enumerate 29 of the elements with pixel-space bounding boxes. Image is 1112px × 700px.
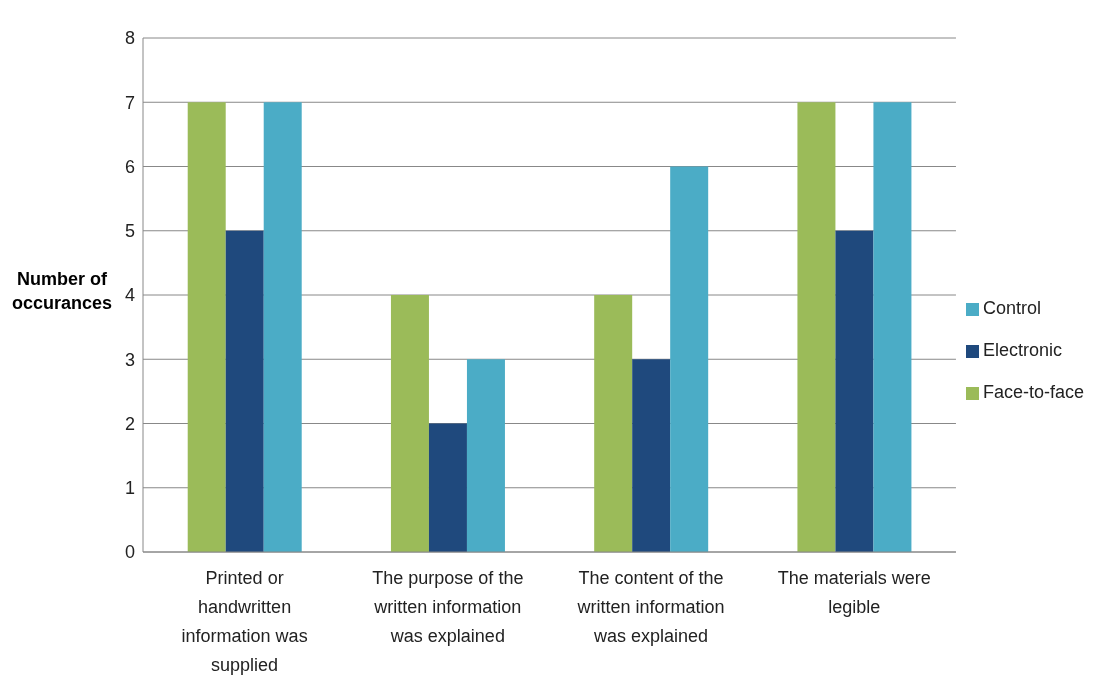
bar [797, 102, 836, 552]
legend-label: Electronic [982, 340, 1062, 360]
bar [632, 359, 671, 552]
bar [594, 295, 633, 552]
x-tick-label: The purpose of the written information was explained [372, 568, 524, 646]
y-tick-label: 6 [124, 156, 135, 177]
y-tick-label: 7 [124, 92, 135, 113]
y-tick-label: 4 [124, 285, 135, 306]
x-tick-label: The content of the written information was explained [576, 568, 725, 646]
y-tick-label: 0 [124, 542, 135, 563]
legend-label: Control [982, 298, 1041, 318]
bar [873, 102, 912, 552]
y-tick-label: 2 [124, 413, 135, 434]
bar [835, 230, 874, 552]
y-tick-label: 1 [124, 478, 135, 499]
bar [187, 102, 226, 552]
y-tick-label: 8 [124, 28, 135, 49]
legend-label: Face-to-face [982, 382, 1084, 402]
y-tick-label: 3 [124, 349, 135, 370]
x-tick-label: The materials were legible [777, 568, 931, 617]
bar [390, 295, 429, 552]
bar [466, 359, 505, 552]
y-axis-title: Number of occurances [11, 269, 113, 313]
x-tick-label: Printed or handwritten information was supplied [181, 568, 308, 675]
bar [428, 423, 467, 552]
bar [225, 230, 264, 552]
bar [670, 166, 709, 552]
y-tick-label: 5 [124, 221, 135, 242]
bar [263, 102, 302, 552]
